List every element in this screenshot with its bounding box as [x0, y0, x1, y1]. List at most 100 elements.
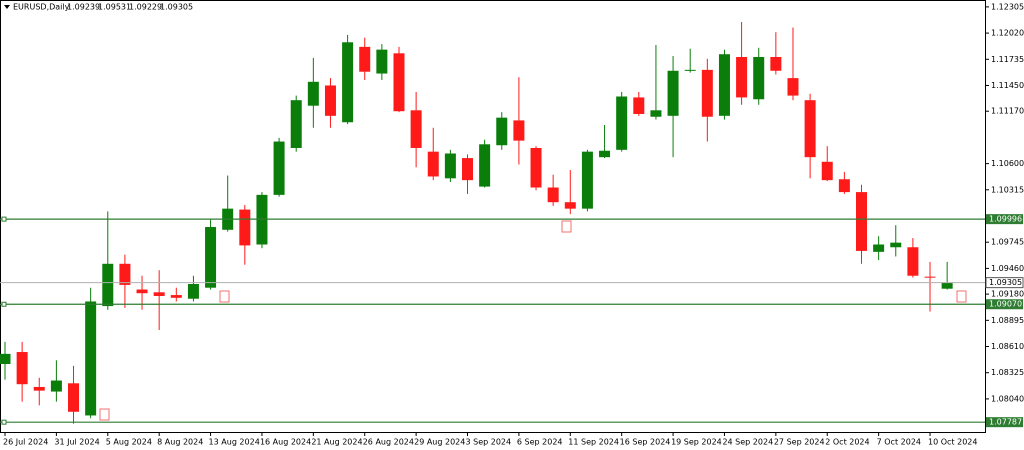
event-icon[interactable]: [956, 290, 967, 303]
x-tick-label: 2 Oct 2024: [825, 438, 869, 447]
x-tick-label: 6 Sep 2024: [517, 438, 563, 447]
candle-body: [324, 85, 336, 116]
candle-body: [599, 150, 611, 158]
candle-body: [496, 117, 508, 146]
x-tick-label: 21 Aug 2024: [311, 438, 362, 447]
candle-body: [581, 151, 593, 209]
level-anchor: [1, 216, 7, 222]
y-tick-label: 1.08610: [991, 342, 1024, 351]
event-icon[interactable]: [561, 220, 572, 233]
candle-body: [770, 56, 782, 71]
candle-body: [119, 263, 131, 285]
y-tick-label: 1.08040: [991, 394, 1024, 403]
level-label: 1.07787: [989, 418, 1022, 427]
x-tick-label: 13 Aug 2024: [209, 438, 260, 447]
candle-body: [205, 227, 217, 288]
y-tick-label: 1.12020: [991, 29, 1024, 38]
candle-body: [838, 179, 850, 193]
candle-body: [564, 202, 576, 209]
candle-body: [16, 352, 28, 385]
candle-body: [33, 386, 45, 391]
candle-body: [68, 383, 80, 412]
y-tick-label: 1.12305: [991, 2, 1024, 11]
level-label: 1.09996: [989, 215, 1022, 224]
candle-body: [941, 282, 953, 289]
candle-body: [804, 100, 816, 158]
candle-body: [50, 380, 62, 392]
x-tick-label: 10 Oct 2024: [928, 438, 977, 447]
price-label: 1.09305: [989, 278, 1022, 287]
candle-body: [239, 209, 251, 246]
candle-body: [633, 97, 645, 114]
candle-body: [273, 141, 285, 195]
y-tick-label: 1.08325: [991, 368, 1024, 377]
candle-body: [136, 289, 148, 294]
candle-body: [307, 81, 319, 106]
candle-body: [102, 263, 114, 307]
candle-body: [342, 42, 354, 123]
candle-body: [873, 244, 885, 252]
candle-body: [427, 151, 439, 177]
level-box: [986, 299, 1023, 310]
candle-body: [85, 301, 97, 416]
y-tick-label: 1.11735: [991, 55, 1024, 64]
plot-frame: [0, 0, 986, 433]
x-tick-label: 19 Sep 2024: [671, 438, 722, 447]
candle-body: [907, 247, 919, 276]
candle-body: [736, 56, 748, 98]
candle-body: [170, 295, 182, 298]
header-high: 1.09531: [98, 3, 131, 12]
menu-arrow[interactable]: [4, 5, 10, 9]
header-open: 1.09239: [67, 3, 100, 12]
level-anchor: [1, 419, 7, 425]
candle-body: [187, 284, 199, 299]
candle-body: [701, 69, 713, 117]
y-tick-label: 1.10600: [991, 159, 1024, 168]
x-tick-label: 5 Aug 2024: [106, 438, 152, 447]
x-tick-label: 7 Oct 2024: [877, 438, 921, 447]
y-tick-label: 1.10315: [991, 185, 1024, 194]
x-tick-label: 16 Aug 2024: [260, 438, 311, 447]
x-tick-label: 26 Aug 2024: [363, 438, 414, 447]
candle-body: [718, 54, 730, 116]
candle-body: [650, 110, 662, 117]
candle-body: [856, 192, 867, 251]
candle-body: [616, 96, 628, 150]
candle-body: [530, 147, 542, 188]
event-icon[interactable]: [219, 290, 230, 303]
x-tick-label: 27 Sep 2024: [774, 438, 825, 447]
x-tick-label: 29 Aug 2024: [414, 438, 465, 447]
y-tick-label: 1.09180: [991, 290, 1024, 299]
candle-body: [513, 120, 525, 141]
event-icon[interactable]: [99, 408, 110, 421]
x-tick-label: 3 Sep 2024: [466, 438, 512, 447]
candle-body: [410, 110, 422, 148]
candle-body: [462, 158, 474, 181]
y-tick-label: 1.09745: [991, 238, 1024, 247]
candle-body: [821, 161, 833, 181]
y-tick-label: 1.11170: [991, 107, 1024, 116]
candle-body: [924, 276, 936, 278]
level-label: 1.09070: [989, 300, 1022, 309]
candle-body: [393, 53, 405, 112]
level-box: [986, 417, 1023, 428]
x-tick-label: 26 Jul 2024: [3, 438, 48, 447]
level-box: [986, 214, 1023, 225]
header-close: 1.09305: [160, 3, 193, 12]
candle-body: [547, 187, 559, 203]
candle-body: [890, 242, 902, 248]
x-tick-label: 8 Aug 2024: [157, 438, 203, 447]
x-tick-label: 24 Sep 2024: [722, 438, 773, 447]
x-tick-label: 31 Jul 2024: [54, 438, 99, 447]
y-tick-label: 1.08895: [991, 316, 1024, 325]
header-low: 1.09229: [129, 3, 162, 12]
candle-body: [667, 70, 679, 116]
candle-body: [153, 292, 165, 296]
level-anchor: [1, 301, 7, 307]
x-tick-label: 11 Sep 2024: [568, 438, 619, 447]
symbol: EURUSD,Daily: [13, 3, 70, 12]
candle-body: [444, 153, 456, 179]
candle-body: [684, 69, 696, 71]
